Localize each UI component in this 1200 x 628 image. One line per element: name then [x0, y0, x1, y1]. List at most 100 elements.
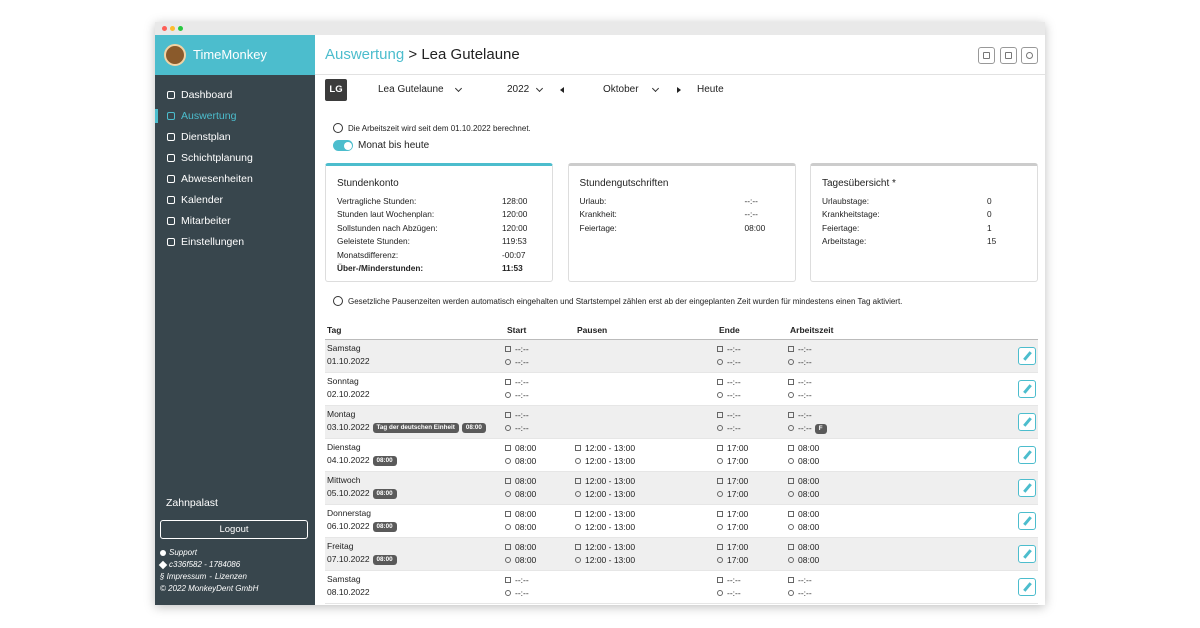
year-select[interactable]: 2022 [507, 84, 530, 95]
end-time: --:-- [727, 588, 741, 598]
nav-item[interactable]: Abwesenheiten [155, 169, 315, 189]
card-label: Urlaub: [579, 196, 607, 206]
logo [164, 44, 186, 66]
mail-button[interactable] [978, 47, 995, 64]
chevron [454, 84, 463, 93]
nav-item[interactable]: Kalender [155, 190, 315, 210]
clock-icon [788, 392, 794, 398]
start-time: --:-- [515, 423, 529, 433]
date-text: 04.10.2022 [327, 455, 370, 465]
month-select[interactable]: Oktober [603, 84, 639, 95]
close-dot [162, 26, 167, 31]
nav-item[interactable]: Dienstplan [155, 127, 315, 147]
clock-icon [505, 491, 511, 497]
next-month[interactable] [677, 87, 681, 93]
breadcrumb-link[interactable]: Auswertung [325, 46, 405, 63]
info-button[interactable] [1021, 47, 1038, 64]
work-time: --:-- [798, 588, 812, 598]
employee-select[interactable]: Lea Gutelaune [378, 84, 444, 95]
edit-button[interactable] [1018, 380, 1036, 398]
start-time: 08:00 [515, 522, 537, 532]
end-time: 17:00 [727, 456, 749, 466]
card-value: 119:53 [502, 236, 527, 247]
edit-button[interactable] [1018, 413, 1036, 431]
calendar-icon [717, 544, 723, 550]
end-time: 17:00 [727, 522, 749, 532]
start-time: 08:00 [515, 555, 537, 565]
clock-icon [788, 491, 794, 497]
clock-icon [575, 458, 581, 464]
calendar-icon [505, 379, 511, 385]
sidebar: TimeMonkey Dashboard Auswertung Dienstplan… [155, 35, 315, 605]
nav-item[interactable]: Mitarbeiter [155, 211, 315, 231]
pause-time: 12:00 - 13:00 [585, 489, 636, 499]
zoom-dot [178, 26, 183, 31]
pause-time: 12:00 - 13:00 [585, 522, 636, 532]
date: 08.10.2022 [327, 587, 370, 597]
end-time: --:-- [727, 357, 741, 367]
avatar: LG [325, 79, 347, 101]
nav-item[interactable]: Auswertung [155, 106, 315, 126]
date: 02.10.2022 [327, 389, 370, 399]
date-text: 03.10.2022 [327, 422, 370, 432]
date: 03.10.2022 Tag der deutschen Einheit 08:00 [327, 422, 486, 433]
card-row: Über-/Minderstunden: 11:53 [337, 263, 542, 273]
breadcrumb: Auswertung > Lea Gutelaune [325, 46, 520, 63]
clock-icon [505, 557, 511, 563]
edit-button[interactable] [1018, 479, 1036, 497]
work-time: --:-- [798, 344, 812, 354]
end-time: --:-- [727, 344, 741, 354]
end-time: 17:00 [727, 555, 749, 565]
card-label: Feiertage: [579, 222, 617, 233]
nav-label: Abwesenheiten [181, 173, 253, 185]
support-link[interactable]: Support [169, 548, 198, 557]
end-time: 17:00 [727, 489, 749, 499]
licenses-link[interactable]: Lizenzen [214, 572, 247, 581]
pause-time: 12:00 - 13:00 [585, 476, 636, 486]
edit-button[interactable] [1018, 512, 1036, 530]
today-button[interactable]: Heute [697, 84, 724, 95]
clock-icon [575, 557, 581, 563]
clock-icon [788, 359, 794, 365]
card-row: Monatsdifferenz: -00:07 [337, 250, 542, 260]
minimize-dot [170, 26, 175, 31]
card-value: --:-- [744, 196, 758, 206]
badge: 08:00 [372, 554, 397, 565]
clock-icon [788, 458, 794, 464]
nav-item[interactable]: Schichtplanung [155, 148, 315, 168]
edit-button[interactable] [1018, 446, 1036, 464]
main: Auswertung > Lea Gutelaune LG Lea Gutelau… [315, 35, 1045, 605]
nav-label: Einstellungen [181, 236, 245, 248]
start-time: --:-- [515, 410, 529, 420]
card-label: Feiertage: [822, 222, 860, 233]
toggle-switch[interactable] [333, 140, 353, 151]
logout-button[interactable]: Logout [160, 520, 308, 539]
impressum-link[interactable]: § Impressum [160, 572, 207, 581]
prev-month[interactable] [560, 87, 564, 93]
edit-button[interactable] [1018, 545, 1036, 563]
calendar-icon [505, 445, 511, 451]
day-name: Mittwoch [327, 475, 361, 485]
edit-button[interactable] [1018, 578, 1036, 596]
footer-icon [158, 560, 168, 570]
clock-icon [717, 590, 723, 596]
card-label: Vertragliche Stunden: [337, 196, 417, 206]
calendar-icon [505, 412, 511, 418]
start-time: --:-- [515, 588, 529, 598]
pencil-icon [1023, 483, 1032, 493]
column-header: Start [507, 325, 527, 335]
pause-time: 12:00 - 13:00 [585, 509, 636, 519]
calendar-icon [788, 478, 794, 484]
nav-item[interactable]: Dashboard [155, 85, 315, 105]
calendar-icon [575, 445, 581, 451]
edit-button[interactable] [1018, 347, 1036, 365]
start-time: 08:00 [515, 509, 537, 519]
note-text: Gesetzliche Pausenzeiten werden automati… [348, 297, 903, 306]
calendar-icon [788, 577, 794, 583]
print-button[interactable] [1000, 47, 1017, 64]
start-time: --:-- [515, 357, 529, 367]
calendar-icon [788, 445, 794, 451]
nav-item[interactable]: Einstellungen [155, 232, 315, 252]
card-label: Krankheitstage: [822, 209, 880, 220]
